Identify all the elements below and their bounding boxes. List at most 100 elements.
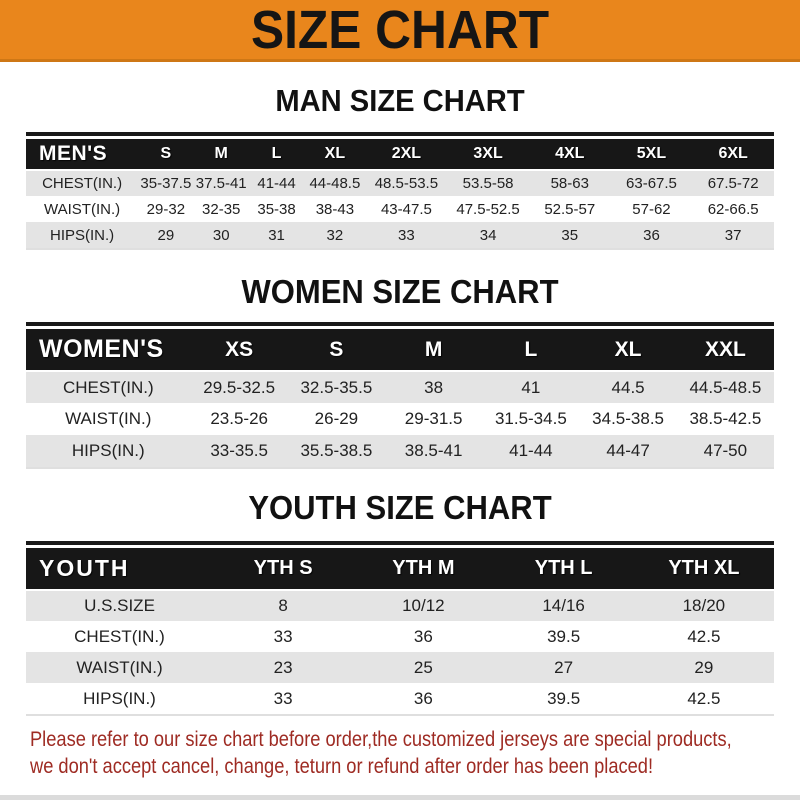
size-cell: 25 <box>413 657 433 677</box>
table-row: U.S.SIZE 8 10/12 14/16 18/20 <box>26 590 774 621</box>
size-cell: 32.5-35.5 <box>300 377 373 397</box>
section-youth: YOUTH SIZE CHART YOUTH YTH S YTH M YTH L YTH… <box>0 489 800 716</box>
size-cell: 35-37.5 <box>140 175 192 192</box>
column-header: M <box>385 329 483 372</box>
size-cell: 62-66.5 <box>707 200 759 218</box>
table-row: WAIST(IN.) 29-32 32-35 35-38 38-43 43-47.5 47.… <box>26 196 774 222</box>
size-cell: 53.5-58 <box>462 175 514 192</box>
size-cell: 18/20 <box>682 596 726 615</box>
column-header: XS <box>190 329 288 372</box>
size-cell: 47-50 <box>703 441 748 460</box>
size-cell: 44.5-48.5 <box>689 377 762 397</box>
size-cell: 39.5 <box>547 688 581 708</box>
size-cell: 27 <box>554 657 574 677</box>
size-cell: 32-35 <box>202 200 241 218</box>
column-header: L <box>482 329 580 372</box>
size-cell: 38.5-42.5 <box>689 409 762 428</box>
footer-note: Please refer to our size chart before or… <box>30 726 800 780</box>
section-title-women: WOMEN SIZE CHART <box>241 273 559 310</box>
column-header: 4XL <box>528 139 611 171</box>
size-cell: 38.5-41 <box>404 441 463 460</box>
size-cell: 41-44 <box>257 175 296 192</box>
bottom-edge-strip <box>0 795 800 800</box>
youth-size-table-wrap: YOUTH YTH S YTH M YTH L YTH XL U.S.SIZE 8 10/12… <box>26 541 774 716</box>
size-cell: 29-32 <box>146 200 186 218</box>
size-cell: 41 <box>521 377 541 397</box>
size-cell: 33-35.5 <box>210 441 268 460</box>
table-corner-label: YOUTH <box>26 548 213 591</box>
column-header: 5XL <box>610 139 693 171</box>
table-row: HIPS(IN.) 33 36 39.5 42.5 <box>26 683 774 714</box>
page-title: SIZE CHART <box>250 0 550 60</box>
column-header: L <box>248 139 305 171</box>
women-size-table: WOMEN'S XS S M L XL XXL CHEST(IN.) 29.5-32.5 32.5… <box>26 329 774 467</box>
table-row: CHEST(IN.) 29.5-32.5 32.5-35.5 38 41 44.5 44.5… <box>26 371 774 403</box>
table-row: HIPS(IN.) 33-35.5 35.5-38.5 38.5-41 41-44 44-… <box>26 435 774 467</box>
column-header: YTH XL <box>633 548 774 591</box>
column-header: 2XL <box>365 139 448 171</box>
row-label: WAIST(IN.) <box>44 200 121 218</box>
note-line-2: we don't accept cancel, change, teturn o… <box>30 755 654 778</box>
column-header: M <box>193 139 249 171</box>
size-cell: 8 <box>278 596 288 615</box>
size-cell: 44.5 <box>611 377 645 397</box>
column-header: YTH S <box>213 548 354 591</box>
men-size-table-wrap: MEN'S S M L XL 2XL 3XL 4XL 5XL 6XL CHEST(IN.) 35-37… <box>26 132 774 250</box>
size-cell: 23.5-26 <box>210 409 268 428</box>
column-header: S <box>287 329 386 372</box>
size-cell: 31.5-34.5 <box>494 409 567 428</box>
column-header: YTH L <box>493 548 634 591</box>
size-cell: 47.5-52.5 <box>456 200 520 218</box>
size-cell: 33 <box>273 626 293 646</box>
size-cell: 36 <box>643 226 660 244</box>
column-header: XL <box>579 329 677 372</box>
size-cell: 35.5-38.5 <box>300 441 373 460</box>
size-cell: 10/12 <box>402 596 445 615</box>
size-cell: 67.5-72 <box>707 175 759 192</box>
youth-size-table: YOUTH YTH S YTH M YTH L YTH XL U.S.SIZE 8 10/12… <box>26 548 774 714</box>
size-chart-content: MAN SIZE CHART MEN'S S M L XL 2XL 3XL 4XL 5XL 6XL… <box>0 83 800 780</box>
size-cell: 33 <box>398 226 415 244</box>
size-cell: 57-62 <box>632 200 671 218</box>
size-cell: 31 <box>268 226 285 244</box>
row-label: CHEST(IN.) <box>74 626 165 646</box>
row-label: WAIST(IN.) <box>76 657 163 677</box>
size-cell: 23 <box>273 657 293 677</box>
column-header: S <box>138 139 194 171</box>
size-cell: 39.5 <box>547 626 581 646</box>
table-row: HIPS(IN.) 29 30 31 32 33 34 35 36 37 <box>26 222 774 248</box>
size-cell: 52.5-57 <box>544 200 596 218</box>
size-cell: 32 <box>326 226 344 244</box>
table-row: WAIST(IN.) 23 25 27 29 <box>26 652 774 683</box>
table-corner-label: WOMEN'S <box>26 329 191 372</box>
size-cell: 29-31.5 <box>404 409 463 428</box>
table-header-row: MEN'S S M L XL 2XL 3XL 4XL 5XL 6XL <box>26 139 774 171</box>
size-cell: 38 <box>424 377 444 397</box>
size-cell: 42.5 <box>687 688 721 708</box>
size-cell: 36 <box>413 688 433 708</box>
size-cell: 34 <box>479 226 497 244</box>
size-cell: 58-63 <box>550 175 589 192</box>
section-men: MAN SIZE CHART MEN'S S M L XL 2XL 3XL 4XL 5XL 6XL… <box>0 83 800 250</box>
size-cell: 63-67.5 <box>626 175 677 192</box>
row-label: HIPS(IN.) <box>71 441 145 460</box>
table-row: WAIST(IN.) 23.5-26 26-29 29-31.5 31.5-34.5 34… <box>26 403 774 435</box>
table-row: CHEST(IN.) 35-37.5 37.5-41 41-44 44-48.5 48.5… <box>26 170 774 196</box>
size-cell: 44-47 <box>606 441 650 460</box>
size-cell: 36 <box>413 626 433 646</box>
size-cell: 29.5-32.5 <box>203 377 276 397</box>
men-size-table: MEN'S S M L XL 2XL 3XL 4XL 5XL 6XL CHEST(IN.) 35-37… <box>26 139 774 248</box>
size-cell: 30 <box>212 226 230 244</box>
size-cell: 37.5-41 <box>195 175 247 192</box>
size-cell: 33 <box>273 688 293 708</box>
section-title-men: MAN SIZE CHART <box>275 83 525 118</box>
size-cell: 29 <box>694 657 714 677</box>
table-corner-label: MEN'S <box>26 139 139 171</box>
size-cell: 14/16 <box>542 596 585 615</box>
row-label: CHEST(IN.) <box>42 175 123 192</box>
section-women: WOMEN SIZE CHART WOMEN'S XS S M L XL XXL CHEST(… <box>0 273 800 469</box>
size-cell: 48.5-53.5 <box>374 175 439 192</box>
size-cell: 35-38 <box>257 200 296 218</box>
column-header: YTH M <box>353 548 494 591</box>
row-label: CHEST(IN.) <box>62 377 154 397</box>
